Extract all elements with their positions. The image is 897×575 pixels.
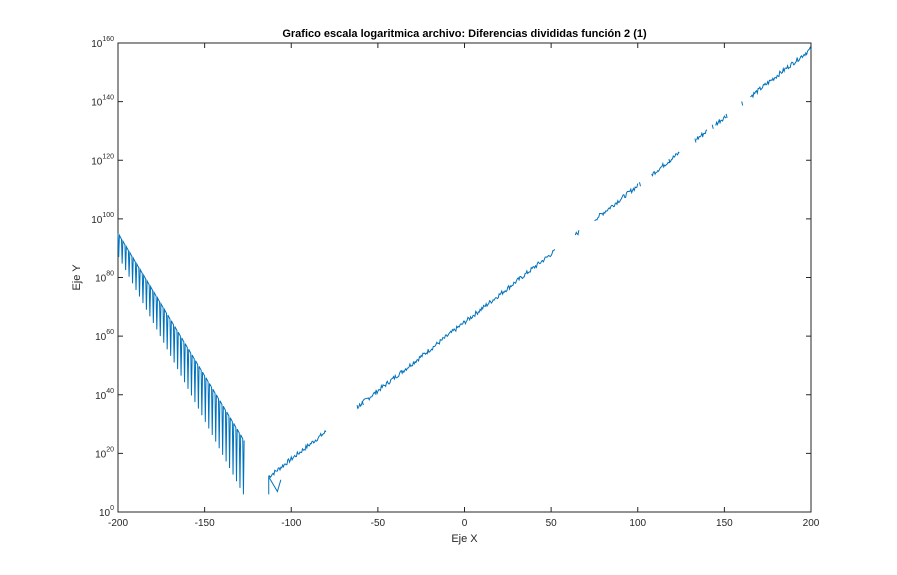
x-tick-label: 100	[629, 518, 646, 529]
y-tick-label: 10100	[91, 212, 114, 226]
x-tick-label: 150	[716, 518, 733, 529]
x-axis-label: Eje X	[451, 533, 478, 545]
x-tick-label: -100	[281, 518, 301, 529]
series-point	[356, 404, 359, 410]
x-tick-label: -150	[195, 518, 215, 529]
series-point	[711, 124, 714, 129]
series-left-branch	[117, 233, 245, 495]
series-point	[725, 113, 728, 118]
series-point	[741, 101, 744, 106]
y-tick-label: 10140	[91, 95, 114, 109]
x-tick-label: 200	[803, 518, 820, 529]
x-ticks: -200 -150 -100 -50 0 50 100 150 200	[108, 43, 820, 529]
x-tick-label: 50	[546, 518, 558, 529]
series-point	[694, 138, 697, 143]
chart-title: Grafico escala logaritmica archivo: Dife…	[282, 28, 647, 40]
data-layer	[117, 46, 812, 495]
x-tick-label: 0	[462, 518, 468, 529]
series-point	[638, 182, 641, 187]
y-tick-label: 1040	[95, 388, 114, 402]
series-point	[668, 158, 671, 164]
y-tick-label: 10120	[91, 153, 114, 167]
y-tick-label: 10160	[91, 36, 114, 50]
y-tick-label: 1080	[95, 271, 114, 285]
y-tick-label: 1020	[95, 446, 114, 460]
x-tick-label: -50	[371, 518, 386, 529]
series-point	[701, 132, 704, 138]
y-ticks: 100 1020 1040 1060 1080 10100 10120 10140 10160	[91, 36, 811, 519]
y-tick-label: 100	[99, 505, 114, 519]
series-point	[361, 400, 364, 406]
series-point	[718, 119, 721, 124]
axes-box	[117, 42, 812, 513]
y-axis-label: Eje Y	[71, 264, 83, 291]
x-tick-label: -200	[108, 518, 128, 529]
y-tick-label: 1060	[95, 329, 114, 343]
series-minimum	[268, 474, 282, 495]
